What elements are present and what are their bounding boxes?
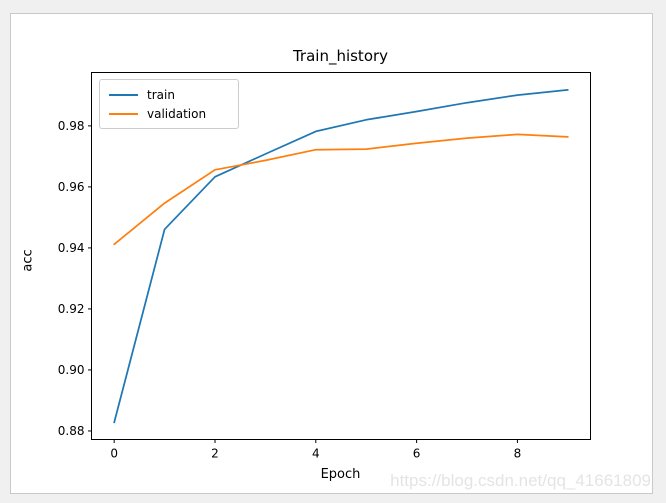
- y-tick-label-0.96: 0.96: [58, 180, 85, 194]
- figure-canvas: 0 2 4 6 8 0.88 0.90 0.92 0.94 0.96 0.98 Train_hist…: [10, 13, 653, 494]
- x-axis-label: Epoch: [320, 467, 361, 482]
- legend-entry-train: train: [109, 85, 228, 104]
- x-tick-label-0: 0: [110, 447, 118, 461]
- chart-title: Train_history: [292, 47, 389, 65]
- y-tick-label-0.94: 0.94: [58, 241, 85, 255]
- y-tick-label-0.9: 0.90: [58, 363, 85, 377]
- validation-line-swatch: [109, 112, 138, 115]
- legend-box: train validation: [99, 79, 239, 129]
- y-tick-label-0.98: 0.98: [58, 119, 85, 133]
- plot-frame: [91, 72, 591, 440]
- legend-entry-validation: validation: [109, 104, 228, 123]
- validation-series-line: [113, 133, 569, 246]
- x-tick-label-8: 8: [514, 447, 522, 461]
- y-tick-label-0.92: 0.92: [58, 302, 85, 316]
- legend-label-train: train: [147, 87, 175, 102]
- x-tick-label-6: 6: [413, 447, 421, 461]
- watermark-url: https://blog.csdn.net/qq_41661809: [390, 471, 651, 490]
- legend-label-validation: validation: [147, 106, 207, 121]
- train-line-swatch: [109, 93, 138, 96]
- y-tick-label-0.88: 0.88: [58, 424, 85, 438]
- y-axis-label: acc: [20, 249, 36, 272]
- plot-area: 0 2 4 6 8 0.88 0.90 0.92 0.94 0.96 0.98: [58, 72, 591, 461]
- x-tick-label-4: 4: [312, 447, 320, 461]
- train-series-line: [113, 89, 569, 424]
- x-tick-label-2: 2: [211, 447, 219, 461]
